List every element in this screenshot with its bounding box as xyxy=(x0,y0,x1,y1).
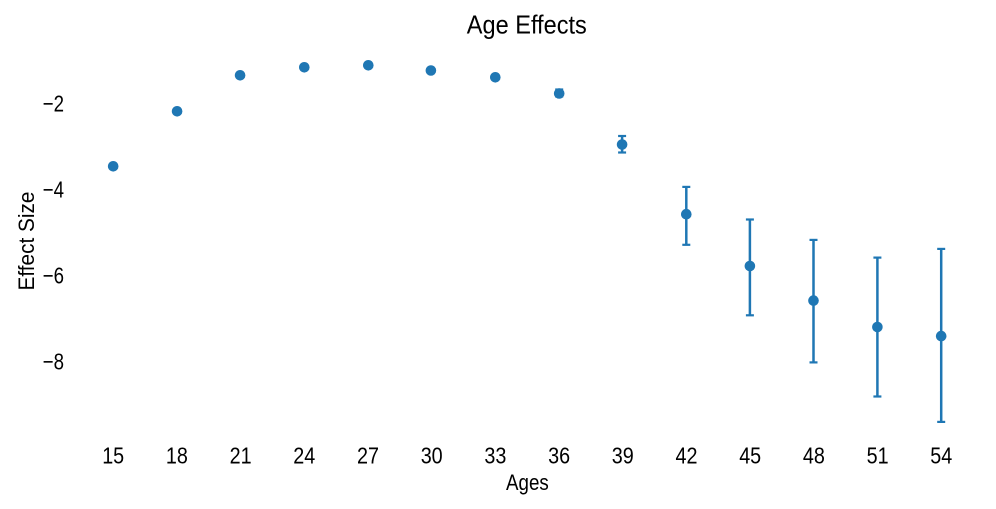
svg-text:−6: −6 xyxy=(43,263,64,289)
svg-text:−8: −8 xyxy=(43,349,64,375)
svg-text:51: 51 xyxy=(867,442,889,468)
svg-text:27: 27 xyxy=(357,442,379,468)
svg-text:21: 21 xyxy=(230,442,252,468)
svg-text:39: 39 xyxy=(612,442,634,468)
svg-text:Age Effects: Age Effects xyxy=(467,10,587,40)
svg-text:−2: −2 xyxy=(43,91,64,117)
svg-text:33: 33 xyxy=(484,442,506,468)
svg-text:54: 54 xyxy=(930,442,952,468)
svg-text:18: 18 xyxy=(166,442,188,468)
svg-text:24: 24 xyxy=(293,442,315,468)
svg-text:36: 36 xyxy=(548,442,570,468)
svg-text:Ages: Ages xyxy=(506,470,549,495)
svg-text:42: 42 xyxy=(676,442,698,468)
svg-text:48: 48 xyxy=(803,442,825,468)
svg-text:−4: −4 xyxy=(43,177,64,203)
svg-text:Effect Size: Effect Size xyxy=(14,192,39,291)
svg-text:45: 45 xyxy=(739,442,761,468)
svg-text:30: 30 xyxy=(421,442,443,468)
svg-text:15: 15 xyxy=(102,442,124,468)
